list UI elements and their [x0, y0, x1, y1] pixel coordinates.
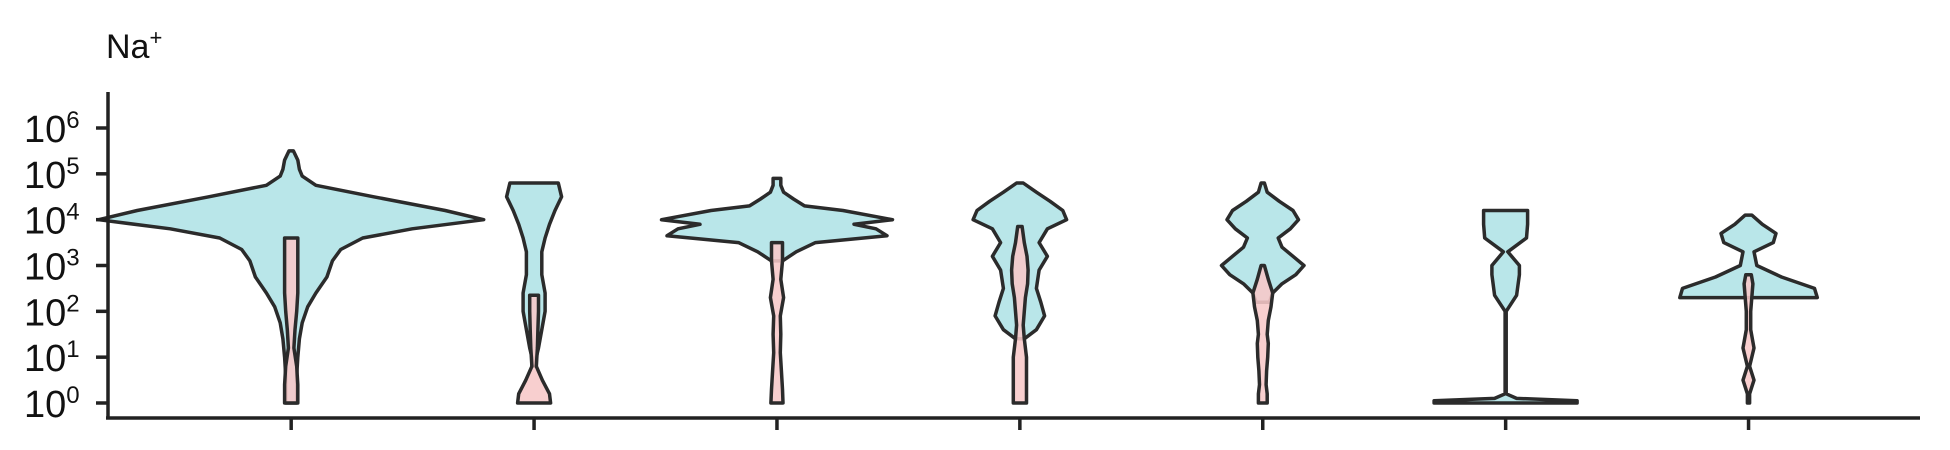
y-tick-label: 102	[24, 290, 80, 334]
y-tick-label: 106	[24, 107, 80, 151]
violin-inner	[1251, 263, 1275, 405]
y-tick-label: 101	[24, 336, 80, 380]
violin-group	[971, 181, 1069, 405]
violin-group	[659, 176, 895, 405]
y-tick-label: 103	[24, 245, 80, 289]
violin-group	[1678, 213, 1820, 405]
violin-inner	[1741, 272, 1756, 405]
violin-group	[504, 181, 564, 405]
violin-outer	[1432, 208, 1579, 405]
violin-inner	[515, 293, 553, 405]
violin-group	[1219, 181, 1306, 405]
violin-group	[1432, 208, 1579, 405]
violin-inner	[768, 240, 786, 405]
violin-inner	[282, 236, 300, 405]
y-tick-label: 105	[24, 153, 80, 197]
y-tick-label: 104	[24, 199, 80, 243]
chart-title: Na+	[106, 25, 162, 66]
chart-title-superscript: +	[149, 25, 162, 50]
y-tick-label: 100	[24, 382, 80, 426]
violin-outer	[1678, 213, 1820, 300]
violin-inner	[1009, 224, 1030, 405]
violin-group	[96, 149, 486, 405]
